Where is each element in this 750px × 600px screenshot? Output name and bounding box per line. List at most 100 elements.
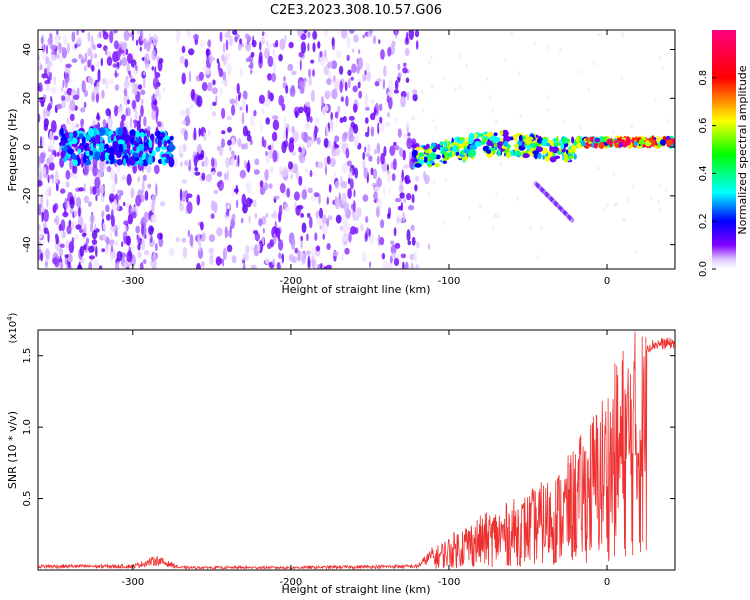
heat-cell bbox=[394, 242, 401, 249]
heat-cell bbox=[387, 111, 390, 118]
heat-cell bbox=[393, 227, 397, 237]
band-cell bbox=[638, 138, 645, 145]
heat-cell bbox=[267, 89, 271, 101]
heat-cell bbox=[278, 204, 283, 217]
heat-cell bbox=[69, 99, 76, 112]
heat-cell bbox=[254, 212, 258, 219]
band-cell bbox=[80, 145, 84, 151]
heat-cell bbox=[387, 173, 391, 183]
heat-cell bbox=[250, 69, 253, 75]
heat-cell bbox=[43, 107, 46, 120]
heat-cell bbox=[38, 206, 41, 216]
heat-cell bbox=[68, 120, 72, 125]
heat-cell bbox=[239, 169, 247, 179]
heat-cell bbox=[378, 39, 381, 44]
heat-cell bbox=[272, 61, 277, 73]
heat-cell bbox=[264, 256, 270, 265]
heat-cell bbox=[105, 213, 111, 221]
heat-cell bbox=[89, 185, 93, 195]
heat-cell bbox=[378, 122, 385, 132]
heat-cell bbox=[283, 34, 287, 44]
heat-cell bbox=[347, 188, 352, 199]
heat-cell bbox=[465, 63, 468, 68]
heat-cell bbox=[101, 248, 106, 253]
heat-cell bbox=[54, 233, 59, 241]
heat-cell bbox=[241, 259, 245, 264]
heat-cell bbox=[231, 213, 236, 221]
heat-cell bbox=[658, 55, 662, 60]
heat-cell bbox=[405, 77, 410, 83]
heat-cell bbox=[402, 211, 406, 224]
heat-cell bbox=[305, 167, 308, 174]
heat-cell bbox=[144, 190, 149, 201]
heat-cell bbox=[141, 180, 145, 193]
heat-cell bbox=[180, 108, 186, 117]
heat-cell bbox=[186, 193, 193, 198]
band-cell bbox=[117, 127, 123, 137]
heat-cell bbox=[114, 173, 118, 185]
band-cell bbox=[497, 149, 501, 157]
heat-cell bbox=[245, 197, 252, 208]
heat-cell bbox=[113, 40, 119, 50]
heat-cell bbox=[47, 144, 55, 150]
heat-cell bbox=[300, 235, 304, 242]
top-y-tick-label: -20 bbox=[22, 188, 33, 204]
heat-cell bbox=[279, 183, 286, 194]
heat-cell bbox=[66, 260, 69, 265]
band-cell bbox=[558, 140, 562, 144]
heat-cell bbox=[295, 171, 300, 180]
heat-cell bbox=[141, 98, 144, 105]
heat-cell bbox=[104, 246, 109, 256]
heat-cell bbox=[212, 101, 217, 107]
band-cell bbox=[148, 139, 153, 149]
band-cell bbox=[414, 163, 422, 168]
band-cell bbox=[110, 146, 115, 156]
heat-cell bbox=[370, 126, 375, 137]
band-cell bbox=[642, 144, 647, 148]
heat-cell bbox=[83, 65, 88, 72]
band-cell bbox=[122, 126, 128, 136]
heat-cell bbox=[155, 111, 158, 124]
heat-cell bbox=[393, 258, 400, 266]
heat-cell bbox=[250, 264, 257, 269]
top-y-tick-label: 40 bbox=[22, 43, 33, 56]
band-cell bbox=[648, 137, 653, 143]
heat-cell bbox=[143, 116, 147, 127]
heat-cell bbox=[222, 42, 226, 54]
heat-cell bbox=[89, 58, 92, 69]
heat-cell bbox=[220, 79, 226, 85]
heat-cell bbox=[69, 196, 75, 209]
heat-cell bbox=[91, 64, 95, 72]
band-cell bbox=[656, 135, 661, 143]
heat-cell bbox=[410, 262, 414, 269]
heat-cell bbox=[272, 258, 276, 266]
heat-cell bbox=[72, 94, 80, 101]
band-cell bbox=[112, 140, 119, 150]
heat-cell bbox=[265, 213, 269, 218]
heat-cell bbox=[654, 97, 657, 102]
heat-cell bbox=[231, 104, 236, 116]
heat-cell bbox=[495, 119, 498, 124]
heat-cell bbox=[307, 187, 313, 193]
heat-cell bbox=[241, 193, 247, 206]
heat-cell bbox=[38, 113, 41, 123]
heat-cell bbox=[365, 216, 369, 223]
heat-cell bbox=[194, 167, 199, 172]
band-cell bbox=[634, 140, 638, 147]
band-cell bbox=[132, 146, 137, 152]
heat-cell bbox=[188, 159, 192, 172]
heat-cell bbox=[286, 187, 291, 198]
heat-cell bbox=[242, 125, 248, 137]
heat-cell bbox=[180, 161, 183, 168]
heat-cell bbox=[189, 101, 194, 110]
band-cell bbox=[571, 136, 575, 144]
band-cell bbox=[135, 137, 140, 143]
heat-cell bbox=[208, 247, 214, 255]
heat-cell bbox=[102, 222, 107, 231]
heat-cell bbox=[250, 51, 255, 58]
heat-cell bbox=[307, 139, 313, 148]
heat-cell bbox=[74, 193, 77, 200]
heat-cell bbox=[459, 86, 462, 90]
band-cell bbox=[503, 140, 509, 147]
heat-cell bbox=[392, 158, 397, 171]
